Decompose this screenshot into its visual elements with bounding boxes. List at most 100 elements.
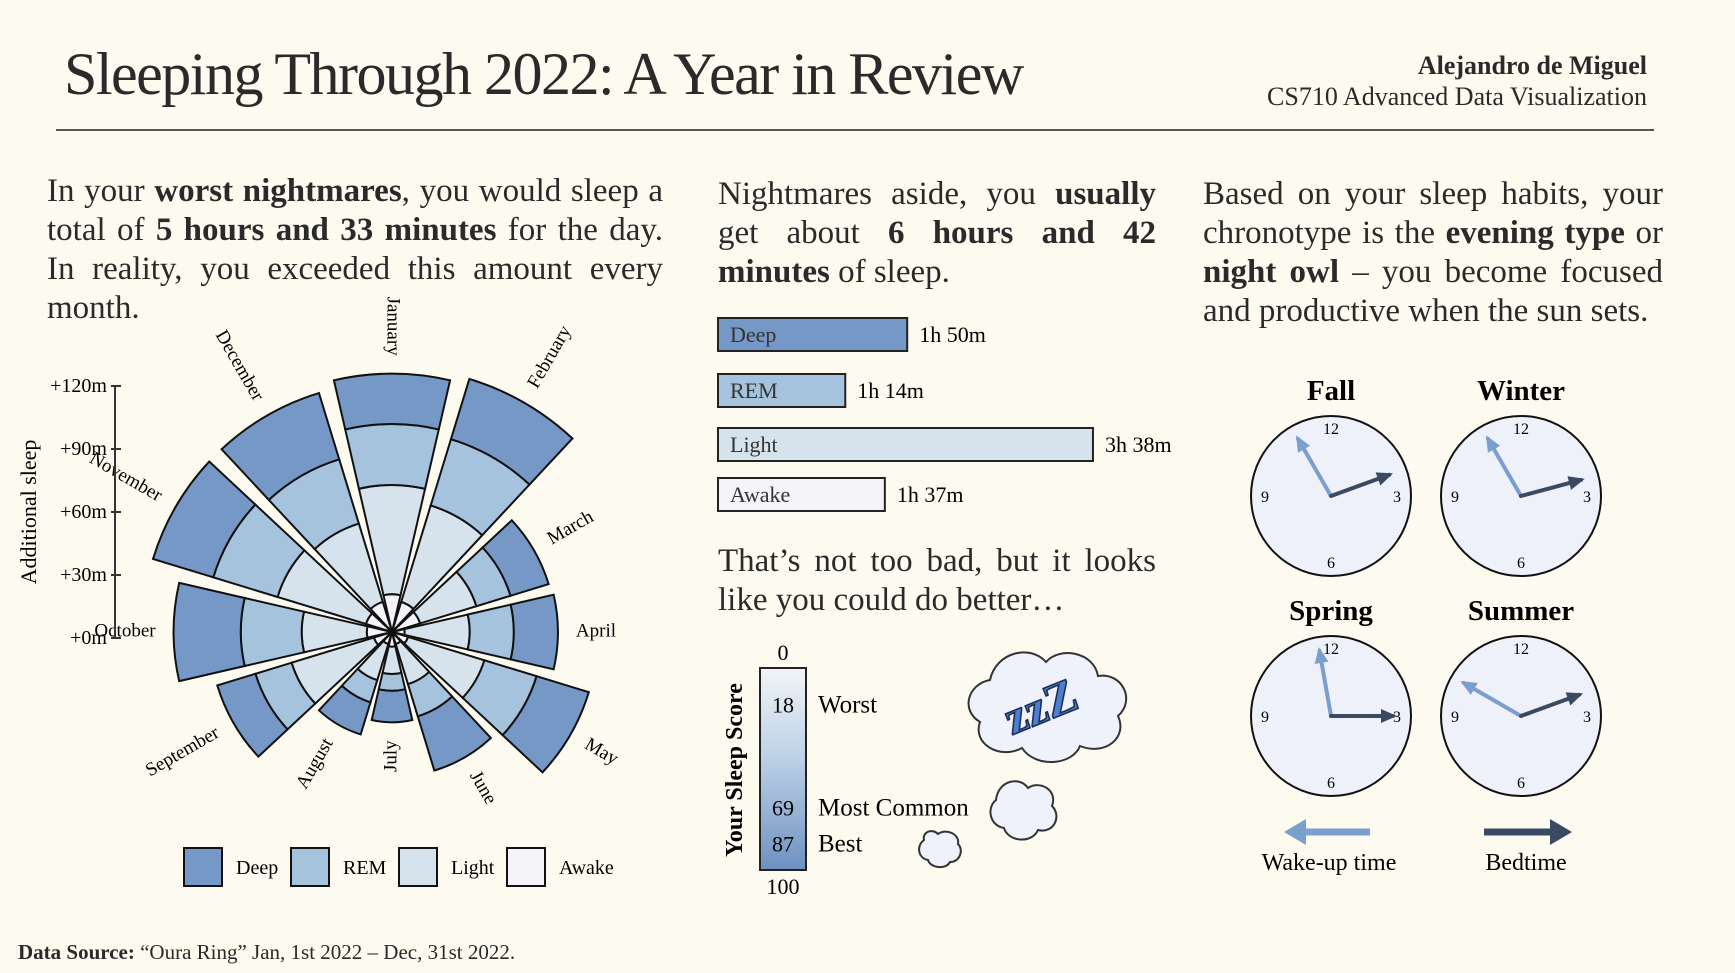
bed-hand-fall-head: [1375, 472, 1394, 486]
bed-hand-spring-head: [1381, 709, 1397, 723]
radial-tick-label: +0m: [70, 627, 107, 649]
stage-bar-value-awake: 1h 37m: [897, 482, 964, 507]
stage-bar-awake: [717, 477, 886, 512]
score-axis-title: Your Sleep Score: [722, 683, 748, 857]
bed-hand-summer-head: [1565, 692, 1584, 706]
score-max-label: 100: [767, 874, 800, 899]
month-label-march: March: [544, 506, 598, 549]
legend-label-deep: Deep: [236, 857, 278, 879]
month-label-june: June: [465, 767, 501, 808]
emphasis-1: evening type: [1445, 215, 1625, 251]
wake-hand-spring-head: [1314, 647, 1329, 665]
radial-tick-label: +120m: [50, 375, 107, 397]
stage-bar-value-rem: 1h 14m: [857, 378, 924, 403]
clock-numeral: 9: [1261, 489, 1269, 506]
text-run-2: get about: [718, 215, 889, 251]
month-label-july: July: [380, 740, 401, 772]
stage-bar-label-rem: REM: [730, 378, 778, 403]
clock-numeral: 9: [1451, 489, 1459, 506]
stage-bar-label-awake: Awake: [730, 482, 790, 507]
course-name: CS710 Advanced Data Visualization: [1267, 82, 1647, 111]
radial-segment-december-deep: [220, 391, 341, 502]
data-source-text: “Oura Ring” Jan, 1st 2022 – Dec, 31st 20…: [140, 940, 516, 964]
large-cloud: [967, 651, 1128, 763]
clock-numeral: 6: [1327, 775, 1335, 792]
title-divider: [56, 129, 1654, 131]
clock-numeral: 3: [1393, 709, 1401, 726]
legend-swatch-awake: [506, 847, 546, 887]
bed-hand-winter-head: [1567, 476, 1585, 490]
text-run-4: of sleep.: [829, 254, 950, 290]
bed-legend-arrow-head: [1550, 819, 1572, 845]
score-marker-label: Worst: [818, 691, 877, 718]
usual-sleep-paragraph: Nightmares aside, you usually get about …: [718, 175, 1156, 292]
stage-bar-deep: [717, 317, 909, 352]
stage-bar-value-light: 3h 38m: [1105, 432, 1172, 457]
clock-numeral: 3: [1583, 709, 1591, 726]
radial-segment-november-deep: [151, 460, 257, 579]
wake-legend-arrow-head: [1284, 819, 1306, 845]
score-min-label: 0: [778, 640, 789, 665]
month-label-october: October: [94, 620, 156, 641]
sleep-clouds-illustration: zzZ: [918, 651, 1128, 868]
legend-label-rem: REM: [343, 857, 387, 879]
clock-numeral: 9: [1261, 709, 1269, 726]
legend-swatch-light: [398, 847, 438, 887]
score-marker-label: Best: [818, 831, 863, 858]
radial-segment-july-rem: [377, 671, 407, 692]
clock-numeral: 3: [1393, 489, 1401, 506]
chronotype-paragraph: Based on your sleep habits, your chronot…: [1203, 175, 1663, 331]
month-label-february: February: [523, 322, 576, 392]
radial-segment-april-rem: [466, 603, 515, 661]
radial-segment-september-deep: [216, 672, 289, 759]
month-label-september: September: [142, 722, 223, 781]
clock-numeral: 3: [1583, 489, 1591, 506]
radial-segment-march-deep: [481, 518, 550, 598]
legend-label-light: Light: [451, 857, 495, 879]
wake-hand-summer-head: [1460, 681, 1478, 696]
monthly-sleep-radial-chart: January February March April May June July Augu…: [16, 297, 622, 887]
radial-tick-label: +60m: [60, 501, 107, 523]
radial-segment-august-deep: [317, 684, 372, 736]
month-label-april: April: [576, 620, 616, 641]
text-run-0: That’s not too bad, but it looks like yo…: [718, 543, 1156, 618]
intro-paragraph: In your worst nightmares, you would slee…: [47, 172, 663, 328]
radial-axis-title: Additional sleep: [16, 440, 41, 585]
emphasis-1: worst nightmares: [154, 173, 402, 209]
clock-numeral: 12: [1513, 421, 1529, 438]
medium-cloud: [989, 780, 1058, 841]
stage-bar-rem: [717, 373, 847, 408]
radial-tick-label: +30m: [60, 564, 107, 586]
stage-bar-light: [717, 427, 1094, 462]
radial-tick-label: +90m: [60, 438, 107, 460]
text-run-2: or: [1624, 215, 1664, 251]
text-run-0: Nightmares aside, you: [718, 176, 1056, 212]
radial-segment-january-rem: [344, 423, 440, 490]
radial-segment-january-deep: [332, 372, 452, 431]
author-name: Alejandro de Miguel: [1417, 51, 1647, 80]
clock-numeral: 12: [1323, 421, 1339, 438]
text-run-2: , you would sleep a total of: [47, 173, 664, 248]
emphasis-3: 5 hours and 33 minutes: [155, 212, 497, 248]
score-gradient-bar: [759, 667, 807, 871]
month-label-may: May: [581, 734, 622, 770]
month-label-august: August: [292, 734, 338, 793]
clock-numeral: 6: [1327, 555, 1335, 572]
radial-segment-july-deep: [370, 688, 414, 724]
text-run-4: – you become focused and productive when…: [1203, 254, 1663, 329]
score-marker-value: 87: [772, 832, 794, 857]
data-source-label: Data Source:: [18, 940, 135, 964]
score-marker-label: Most Common: [818, 794, 969, 821]
clock-title-winter: Winter: [1477, 375, 1565, 407]
small-cloud: [918, 830, 962, 868]
stage-bar-value-deep: 1h 50m: [919, 322, 986, 347]
wake-hand-fall-head: [1296, 435, 1311, 453]
author-block: Alejandro de Miguel CS710 Advanced Data …: [1267, 50, 1647, 112]
sleep-stage-bar-chart: Deep 1h 50m REM 1h 14m Light 3h 38m Awake 1h 37…: [717, 317, 1172, 512]
wake-hand-winter-head: [1486, 435, 1501, 453]
sleep-score-scale: 0 100 18 Worst 69 Most Common 87 Best Your Sleep…: [722, 640, 969, 899]
radial-segment-may-deep: [501, 674, 591, 774]
legend-swatch-deep: [183, 847, 223, 887]
seasonal-clocks: Fall 12 3 6 9 Winter 12 3 6 9 Spring 12 3 6 9 Summer 12 3…: [1250, 375, 1602, 876]
